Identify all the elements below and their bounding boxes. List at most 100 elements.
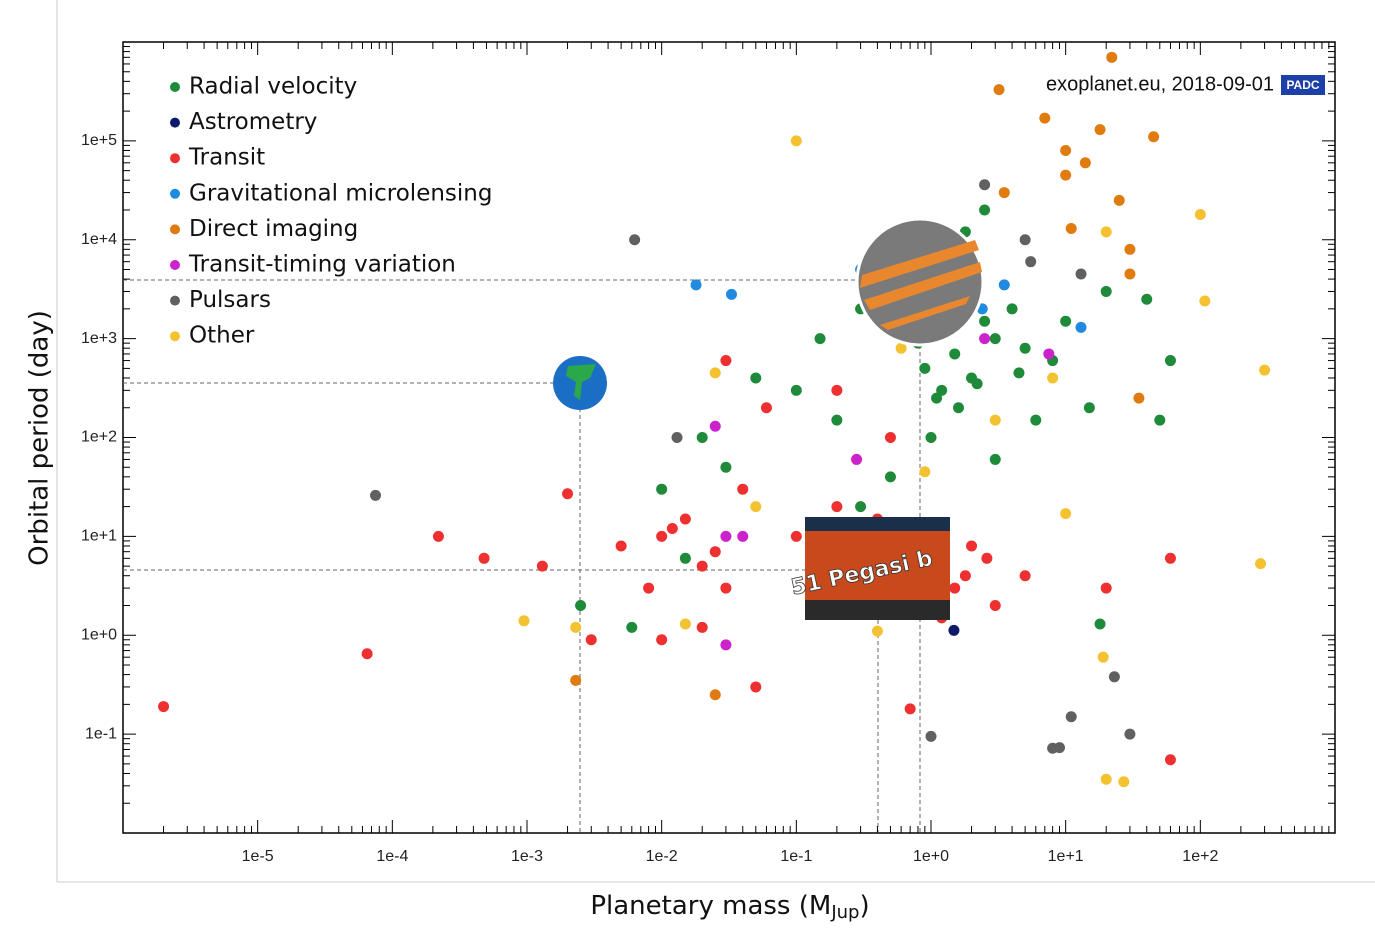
x-tick-label: 1e-5	[242, 848, 274, 865]
point	[972, 378, 983, 389]
point	[1066, 711, 1077, 722]
point	[979, 333, 990, 344]
point	[1025, 256, 1036, 267]
point	[720, 355, 731, 366]
point	[710, 421, 721, 432]
x-tick-label: 1e-1	[780, 848, 812, 865]
legend-label: Pulsars	[189, 287, 271, 313]
point	[680, 553, 691, 564]
point	[1109, 671, 1120, 682]
y-tick-label: 1e+2	[81, 429, 117, 446]
point	[710, 689, 721, 700]
point	[1047, 372, 1058, 383]
point	[691, 279, 702, 290]
point	[1039, 113, 1050, 124]
point	[479, 553, 490, 564]
point	[885, 471, 896, 482]
legend-marker	[170, 153, 180, 163]
x-tick-label: 1e+2	[1182, 848, 1218, 865]
x-tick-label: 1e-4	[376, 848, 408, 865]
point	[990, 415, 1001, 426]
point	[1043, 348, 1054, 359]
point	[1141, 294, 1152, 305]
point	[791, 385, 802, 396]
point	[158, 701, 169, 712]
point	[586, 634, 597, 645]
point	[990, 600, 1001, 611]
point	[1165, 553, 1176, 564]
y-tick-label: 1e+1	[81, 528, 117, 545]
point	[1013, 367, 1024, 378]
point	[1101, 583, 1112, 594]
point	[1154, 415, 1165, 426]
point	[949, 348, 960, 359]
point	[1066, 223, 1077, 234]
legend-label: Transit	[188, 145, 265, 171]
point	[994, 84, 1005, 95]
point	[737, 531, 748, 542]
point	[1020, 234, 1031, 245]
point	[1080, 157, 1091, 168]
legend-marker	[170, 224, 180, 234]
point	[1054, 742, 1065, 753]
point	[948, 625, 959, 636]
point	[999, 279, 1010, 290]
point	[1101, 226, 1112, 237]
point	[570, 622, 581, 633]
point	[750, 681, 761, 692]
point	[1020, 570, 1031, 581]
y-tick-label: 1e+5	[81, 132, 117, 149]
point	[1124, 729, 1135, 740]
point	[931, 393, 942, 404]
x-label-part: Planetary mass (M	[590, 891, 831, 921]
point	[926, 731, 937, 742]
point	[831, 415, 842, 426]
x-tick-label: 1e+0	[913, 848, 949, 865]
x-axis-label: Planetary mass (MJup)	[590, 891, 869, 924]
point	[697, 561, 708, 572]
source-note: exoplanet.eu, 2018-09-01	[1046, 73, 1274, 95]
legend-label: Astrometry	[189, 109, 317, 135]
x-tick-label: 1e-3	[511, 848, 543, 865]
point	[979, 179, 990, 190]
x-tick-label: 1e-2	[646, 848, 678, 865]
point	[750, 372, 761, 383]
point	[1030, 415, 1041, 426]
legend-label: Transit-timing variation	[188, 252, 456, 278]
point	[990, 454, 1001, 465]
point	[872, 626, 883, 637]
point	[362, 648, 373, 659]
x-tick-label: 1e+1	[1048, 848, 1084, 865]
point	[979, 204, 990, 215]
point	[1124, 269, 1135, 280]
point	[1060, 145, 1071, 156]
chart: 51 Pegasi b exoplanet.eu, 2018-09-01 PAD…	[0, 0, 1375, 927]
point	[1098, 652, 1109, 663]
jupiter-image	[857, 219, 983, 345]
point	[1106, 52, 1117, 63]
point	[1165, 754, 1176, 765]
legend-marker	[170, 331, 180, 341]
point	[1076, 269, 1087, 280]
legend-label: Gravitational microlensing	[189, 180, 492, 206]
point	[1007, 303, 1018, 314]
point	[1259, 365, 1270, 376]
point	[831, 501, 842, 512]
point	[791, 135, 802, 146]
point	[697, 432, 708, 443]
point	[697, 622, 708, 633]
point	[656, 531, 667, 542]
point	[629, 234, 640, 245]
point	[1195, 209, 1206, 220]
point	[720, 639, 731, 650]
legend-marker	[170, 296, 180, 306]
point	[680, 618, 691, 629]
point	[1114, 195, 1125, 206]
point	[1060, 316, 1071, 327]
legend-marker	[170, 189, 180, 199]
point	[737, 484, 748, 495]
logo-text: PADC	[1286, 78, 1319, 92]
point	[953, 402, 964, 413]
point	[680, 513, 691, 524]
point	[926, 432, 937, 443]
